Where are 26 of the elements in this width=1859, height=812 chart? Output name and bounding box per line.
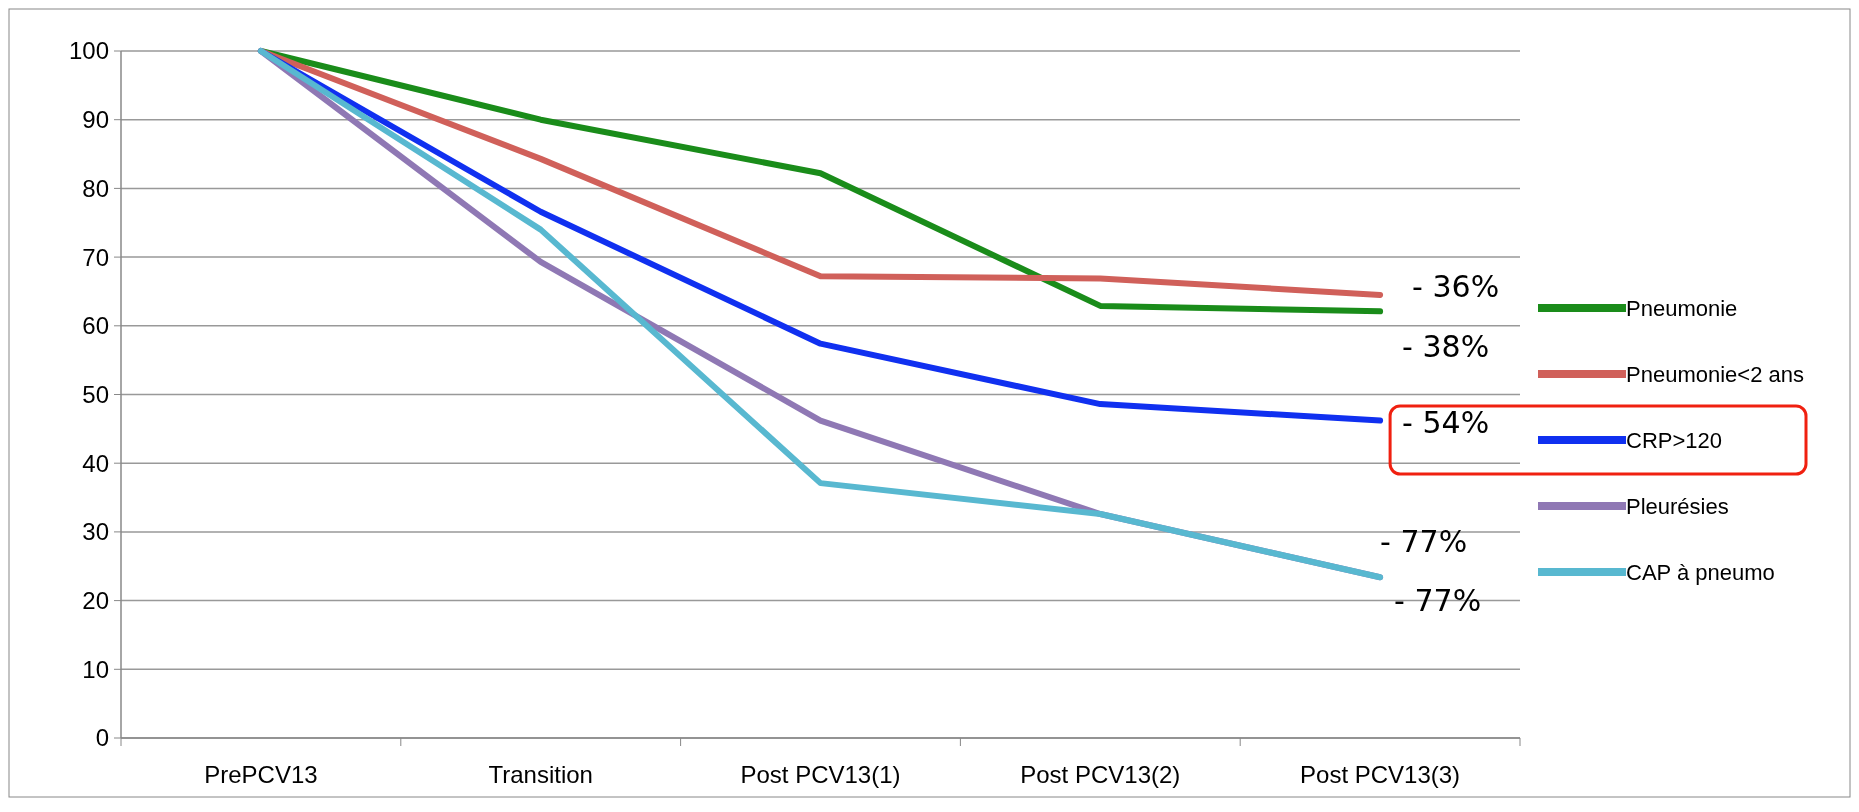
- y-tick-label: 20: [82, 587, 109, 614]
- annotation: - 36%: [1412, 268, 1500, 304]
- y-tick-label: 10: [82, 655, 109, 683]
- legend-label: Pneumonie<2 ans: [1626, 361, 1804, 387]
- x-tick-label: Post PCV13(3): [1300, 761, 1461, 788]
- legend-label: Pleurésies: [1626, 493, 1729, 519]
- x-tick-label: Post PCV13(2): [1020, 761, 1181, 788]
- y-tick-label: 30: [82, 518, 109, 546]
- y-tick-label: 60: [82, 312, 109, 340]
- y-tick-label: 80: [82, 174, 109, 202]
- y-tick-label: 50: [82, 380, 109, 408]
- annotation: - 77%: [1394, 582, 1482, 618]
- x-tick-label: PrePCV13: [204, 761, 318, 788]
- y-tick-label: 70: [82, 243, 109, 271]
- x-tick-label: Transition: [488, 761, 593, 788]
- annotation: - 54%: [1402, 404, 1490, 440]
- y-tick-label: 100: [68, 37, 109, 65]
- y-tick-label: 0: [95, 724, 109, 752]
- legend-label: CRP>120: [1626, 427, 1723, 453]
- y-tick-label: 90: [82, 106, 109, 134]
- annotation: - 77%: [1380, 523, 1468, 559]
- annotation: - 38%: [1402, 328, 1490, 364]
- legend-label: Pneumonie: [1626, 295, 1738, 321]
- y-tick-label: 40: [82, 449, 109, 477]
- x-tick-label: Post PCV13(1): [740, 761, 901, 788]
- legend-label: CAP à pneumo: [1626, 559, 1775, 585]
